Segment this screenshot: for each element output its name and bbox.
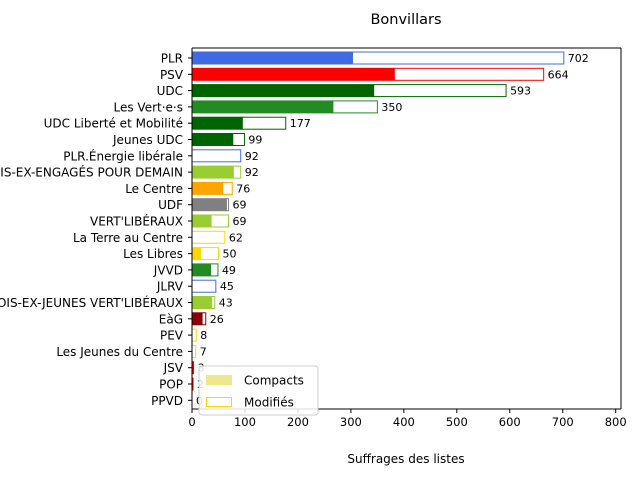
bar-modifies	[222, 181, 233, 195]
bar-compacts	[192, 263, 211, 277]
value-label: 49	[222, 264, 236, 277]
x-axis-label: Suffrages des listes	[347, 452, 464, 466]
bar-modifies	[373, 84, 507, 98]
category-label: UDF	[158, 198, 183, 212]
bar-modifies	[210, 263, 219, 277]
bar-modifies	[192, 377, 194, 391]
bar-modifies	[192, 361, 195, 375]
bar-modifies	[211, 296, 216, 309]
category-label: PLR.Énergie libérale	[63, 148, 183, 163]
category-label: LES VAUDOIS-EX-ENGAGÉS POUR DEMAIN	[0, 165, 183, 180]
x-tick-label: 100	[234, 415, 256, 429]
value-label: 69	[233, 215, 247, 228]
value-label: 92	[245, 150, 259, 163]
bar-modifies	[393, 67, 545, 81]
bar-modifies	[191, 279, 217, 293]
bar-modifies	[191, 344, 197, 358]
x-tick-label: 700	[552, 415, 574, 429]
category-label: Les Jeunes du Centre	[56, 345, 183, 359]
category-label: PPVD	[151, 394, 183, 408]
category-label: JVVD	[153, 263, 183, 277]
bars-group	[191, 51, 565, 391]
bar-modifies	[351, 51, 565, 65]
legend-swatch-compacts	[206, 375, 232, 385]
value-label: 76	[236, 182, 250, 195]
category-label: EàG	[159, 312, 183, 326]
x-tick-label: 200	[287, 415, 309, 429]
bar-compacts	[192, 133, 233, 146]
chart-title: Bonvillars	[370, 12, 441, 28]
value-label: 177	[290, 117, 311, 130]
bar-modifies	[232, 133, 245, 146]
category-label: PLR	[161, 52, 183, 66]
legend: Compacts Modifiés	[198, 365, 319, 416]
x-tick-label: 300	[340, 415, 362, 429]
bar-compacts	[192, 296, 212, 309]
value-label: 62	[229, 231, 243, 244]
x-tick-label: 800	[605, 415, 627, 429]
x-tick-label: 0	[188, 415, 195, 429]
value-label: 99	[248, 134, 262, 147]
category-label: VERT'LIBÉRAUX	[90, 214, 183, 229]
category-label: PEV	[160, 329, 184, 343]
category-label: UDC	[157, 84, 183, 98]
bar-compacts	[192, 198, 227, 212]
bar-modifies	[210, 214, 230, 228]
category-label: LES VAUDOIS-EX-JEUNES VERT'LIBÉRAUX	[0, 295, 183, 310]
bar-modifies	[191, 149, 242, 163]
bar-compacts	[192, 214, 212, 228]
category-label: Les Vert·e·s	[114, 100, 184, 114]
category-label: JSV	[163, 361, 184, 375]
x-tick-label: 600	[499, 415, 521, 429]
bar-modifies	[191, 328, 197, 342]
value-label: 50	[222, 248, 236, 261]
value-label: 43	[219, 297, 233, 310]
bar-modifies	[201, 312, 207, 326]
bar-compacts	[192, 100, 333, 114]
category-label: La Terre au Centre	[73, 231, 183, 245]
category-label: Les Libres	[123, 247, 183, 261]
value-label: 92	[245, 166, 259, 179]
bar-compacts	[192, 181, 223, 195]
value-label: 45	[220, 280, 234, 293]
x-tick-label: 500	[446, 415, 468, 429]
bar-compacts	[192, 247, 201, 261]
bar-modifies	[332, 100, 378, 114]
bar-compacts	[192, 165, 234, 179]
value-label: 702	[568, 52, 589, 65]
bar-modifies	[191, 230, 226, 244]
value-label: 7	[200, 345, 207, 358]
category-label: Jeunes UDC	[112, 133, 183, 147]
value-label: 26	[210, 313, 224, 326]
bar-modifies	[199, 247, 219, 261]
axes-group: 0 100 200 300 400 500 600 700 800	[188, 47, 627, 429]
legend-label-compacts: Compacts	[244, 374, 304, 388]
value-label: 8	[200, 329, 207, 342]
bar-modifies	[241, 116, 287, 130]
category-label: PSV	[160, 68, 184, 82]
bar-compacts	[192, 116, 243, 130]
category-label: Le Centre	[125, 182, 183, 196]
value-label: 69	[233, 199, 247, 212]
bar-compacts	[192, 361, 194, 375]
bar-modifies	[225, 198, 230, 212]
category-labels-group: PLR PSV UDC Les Vert·e·s UDC Liberté et Mobi…	[0, 52, 184, 408]
legend-label-modifies: Modifiés	[244, 396, 294, 410]
value-label: 593	[510, 85, 531, 98]
bar-compacts	[192, 312, 203, 326]
x-tick-label: 400	[393, 415, 415, 429]
value-label: 664	[548, 68, 569, 81]
bar-compacts	[192, 84, 374, 98]
bar-compacts	[192, 51, 353, 65]
bar-compacts	[192, 67, 395, 81]
category-label: POP	[159, 378, 183, 392]
bar-modifies	[232, 165, 242, 179]
value-label: 350	[381, 101, 402, 114]
category-label: JLRV	[156, 280, 184, 294]
legend-swatch-modifies	[206, 397, 232, 407]
category-label: UDC Liberté et Mobilité	[44, 117, 183, 131]
